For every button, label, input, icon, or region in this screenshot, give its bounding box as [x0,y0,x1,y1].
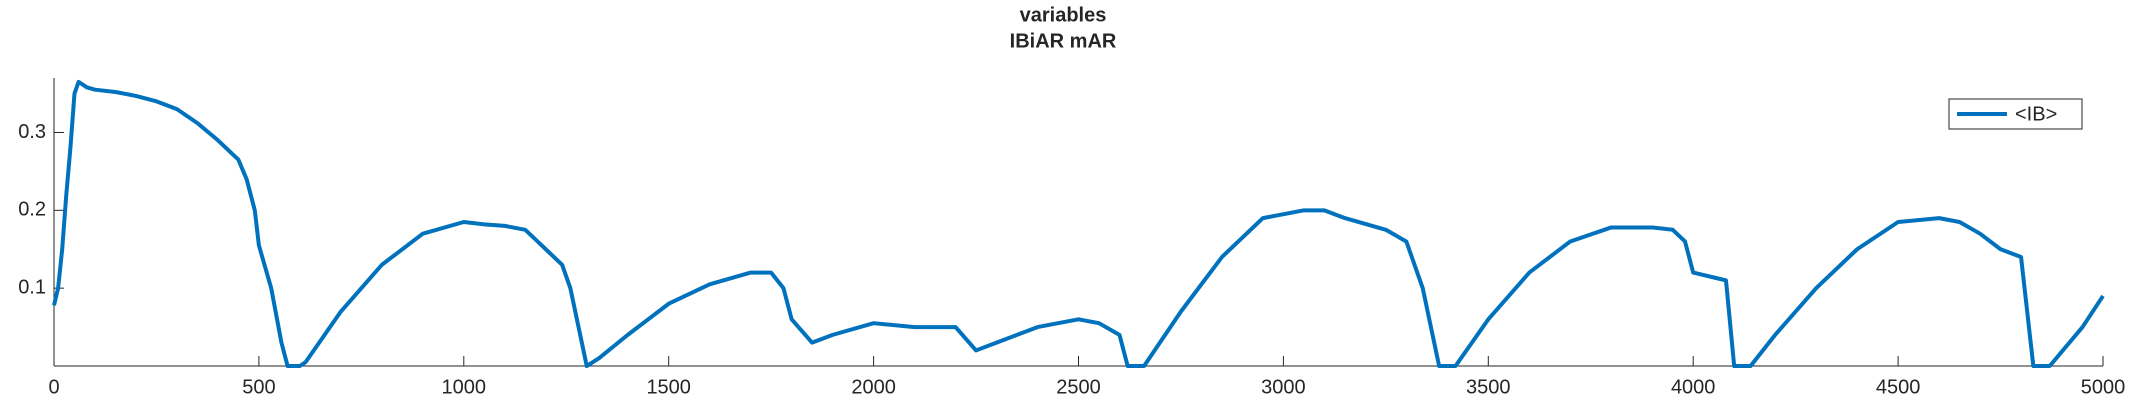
x-tick-label: 1000 [442,376,487,398]
x-tick-label: 1500 [646,376,691,398]
x-tick-label: 500 [242,376,275,398]
x-tick-label: 3500 [1466,376,1511,398]
legend-label: <IB> [2015,103,2057,125]
chart-title: variables [1020,4,1107,26]
chart-subtitle: IBiAR mAR [1010,30,1117,52]
x-tick-label: 3000 [1261,376,1306,398]
x-tick-label: 2000 [851,376,896,398]
x-tick-label: 4000 [1671,376,1716,398]
y-tick-label: 0.3 [18,121,46,143]
line-series [52,79,2105,368]
x-tick-label: 5000 [2081,376,2126,398]
y-tick-label: 0.2 [18,199,46,221]
x-tick-label: 4500 [1876,376,1921,398]
x-tick-label: 2500 [1056,376,1101,398]
y-tick-label: 0.1 [18,276,46,298]
x-tick-label: 0 [48,376,59,398]
